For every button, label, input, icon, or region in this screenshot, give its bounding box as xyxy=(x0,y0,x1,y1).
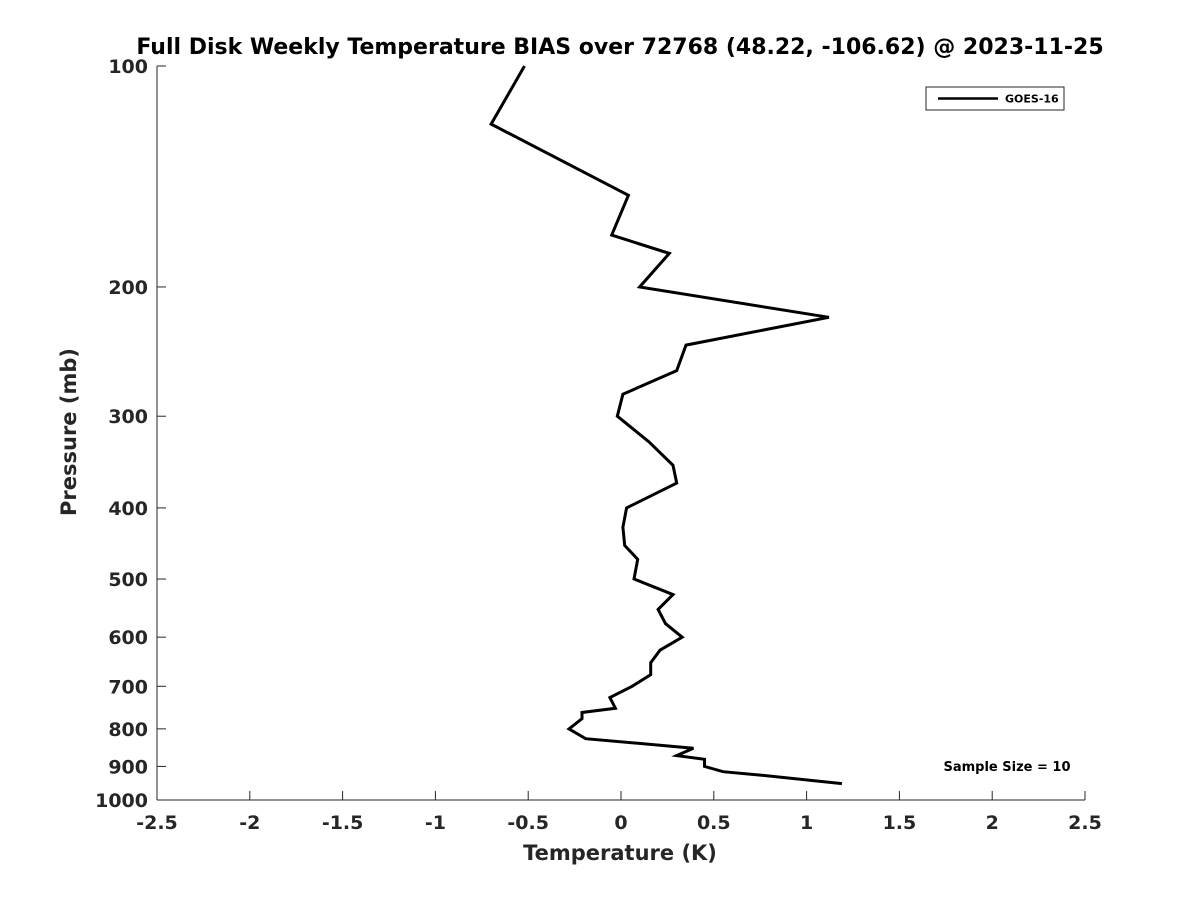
legend-label-goes16: GOES-16 xyxy=(1005,93,1059,106)
x-ticks: -2.5 -2 -1.5 -1 -0.5 0 0.5 1 1.5 2 2.5 xyxy=(136,791,1102,834)
x-tick-label: 1.5 xyxy=(883,812,917,834)
x-tick-label: 2.5 xyxy=(1068,812,1102,834)
y-tick-label: 800 xyxy=(108,719,148,741)
x-tick-label: -0.5 xyxy=(507,812,549,834)
x-tick-label: -2 xyxy=(239,812,260,834)
x-tick-label: 1 xyxy=(800,812,813,834)
y-tick-label: 500 xyxy=(108,569,148,591)
y-ticks: 100 200 300 400 500 600 700 800 900 1000 xyxy=(95,56,166,812)
x-tick-label: -1.5 xyxy=(322,812,364,834)
y-tick-label: 400 xyxy=(108,498,148,520)
y-tick-label: 100 xyxy=(108,56,148,78)
y-tick-label: 300 xyxy=(108,406,148,428)
x-tick-label: 0 xyxy=(614,812,627,834)
y-tick-label: 700 xyxy=(108,676,148,698)
series-line-goes16 xyxy=(489,65,843,786)
x-tick-label: -2.5 xyxy=(136,812,178,834)
x-tick-label: 0.5 xyxy=(697,812,731,834)
chart-title: Full Disk Weekly Temperature BIAS over 7… xyxy=(136,35,1103,60)
x-axis-label: Temperature (K) xyxy=(523,841,717,865)
legend: GOES-16 xyxy=(925,86,1065,111)
y-tick-label: 200 xyxy=(108,277,148,299)
y-tick-label: 600 xyxy=(108,627,148,649)
sample-size-annotation: Sample Size = 10 xyxy=(943,760,1070,775)
plot-axes xyxy=(156,66,1085,801)
x-tick-label: -1 xyxy=(425,812,446,834)
y-tick-label: 1000 xyxy=(95,790,148,812)
series-layer xyxy=(489,65,843,786)
x-tick-label: 2 xyxy=(986,812,999,834)
y-tick-label: 900 xyxy=(108,756,148,778)
y-axis-label: Pressure (mb) xyxy=(57,348,81,516)
